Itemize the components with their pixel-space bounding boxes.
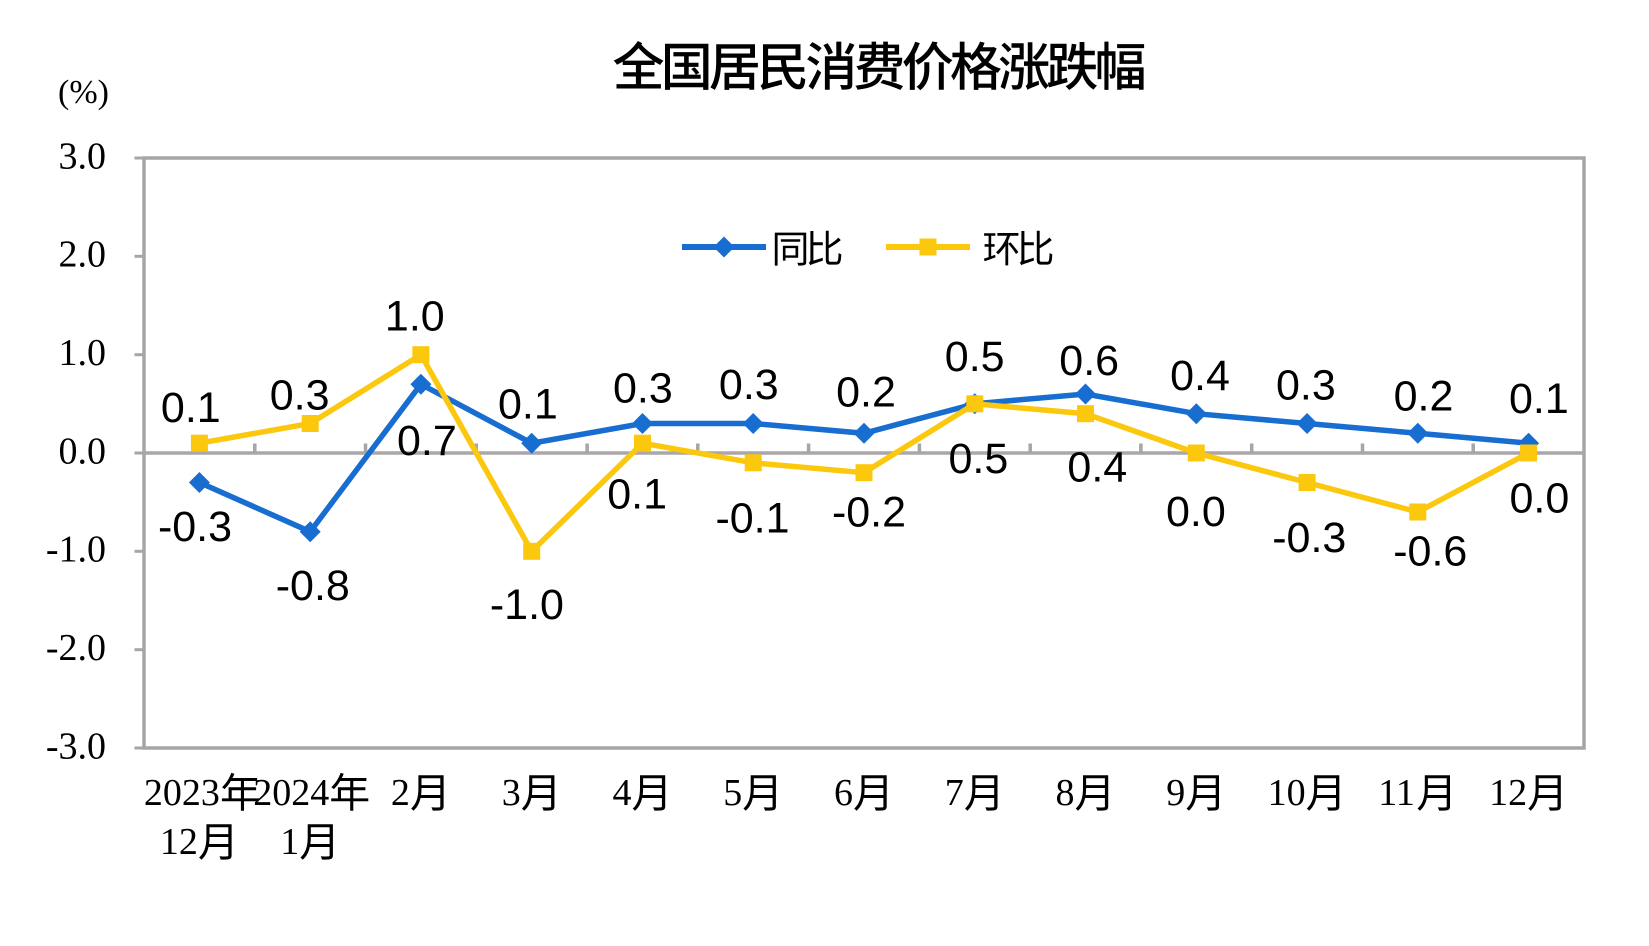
svg-text:12: 12 [160,821,198,863]
svg-text:-0.3: -0.3 [158,503,232,551]
svg-text:3: 3 [502,772,521,814]
svg-text:8: 8 [1056,772,1075,814]
svg-text:0.0: 0.0 [1166,488,1226,536]
svg-text:4: 4 [613,772,632,814]
svg-text:7: 7 [945,772,964,814]
svg-text:-1.0: -1.0 [46,529,106,571]
svg-text:6: 6 [834,772,853,814]
svg-text:0.3: 0.3 [270,372,330,420]
svg-text:0.0: 0.0 [59,430,107,472]
svg-text:0.1: 0.1 [498,380,558,428]
svg-text:12: 12 [1489,772,1527,814]
svg-text:2023: 2023 [144,772,220,814]
svg-text:-2.0: -2.0 [46,627,106,669]
svg-text:0.0: 0.0 [1510,475,1570,523]
svg-text:-1.0: -1.0 [490,581,564,629]
svg-text:0.1: 0.1 [1509,375,1569,423]
svg-text:2: 2 [391,772,410,814]
svg-text:-0.2: -0.2 [832,489,906,537]
svg-text:0.3: 0.3 [1276,362,1336,410]
svg-text:0.2: 0.2 [1394,373,1454,421]
svg-text:-0.6: -0.6 [1393,527,1467,575]
svg-text:0.1: 0.1 [161,384,221,432]
svg-text:0.4: 0.4 [1067,443,1127,491]
svg-text:(%): (%) [58,74,109,111]
svg-text:-0.8: -0.8 [276,562,350,610]
svg-text:11: 11 [1378,772,1415,814]
svg-text:-0.3: -0.3 [1272,514,1346,562]
svg-text:1.0: 1.0 [59,332,107,374]
svg-text:0.7: 0.7 [397,417,457,465]
svg-text:-3.0: -3.0 [46,725,106,767]
svg-text:0.3: 0.3 [613,365,673,413]
svg-text:10: 10 [1268,772,1306,814]
svg-text:2.0: 2.0 [59,234,107,276]
svg-text:-0.1: -0.1 [715,495,789,543]
svg-text:0.5: 0.5 [945,333,1005,381]
svg-text:0.3: 0.3 [719,361,779,409]
svg-text:0.6: 0.6 [1059,337,1119,385]
svg-text:1.0: 1.0 [385,293,445,341]
svg-text:0.5: 0.5 [949,435,1009,483]
svg-text:9: 9 [1166,772,1185,814]
svg-text:0.4: 0.4 [1170,352,1230,400]
svg-text:5: 5 [723,772,742,814]
svg-text:0.1: 0.1 [607,470,667,518]
svg-text:0.2: 0.2 [836,368,896,416]
svg-text:1: 1 [280,821,299,863]
svg-text:2024: 2024 [253,772,329,814]
svg-text:3.0: 3.0 [59,135,107,177]
